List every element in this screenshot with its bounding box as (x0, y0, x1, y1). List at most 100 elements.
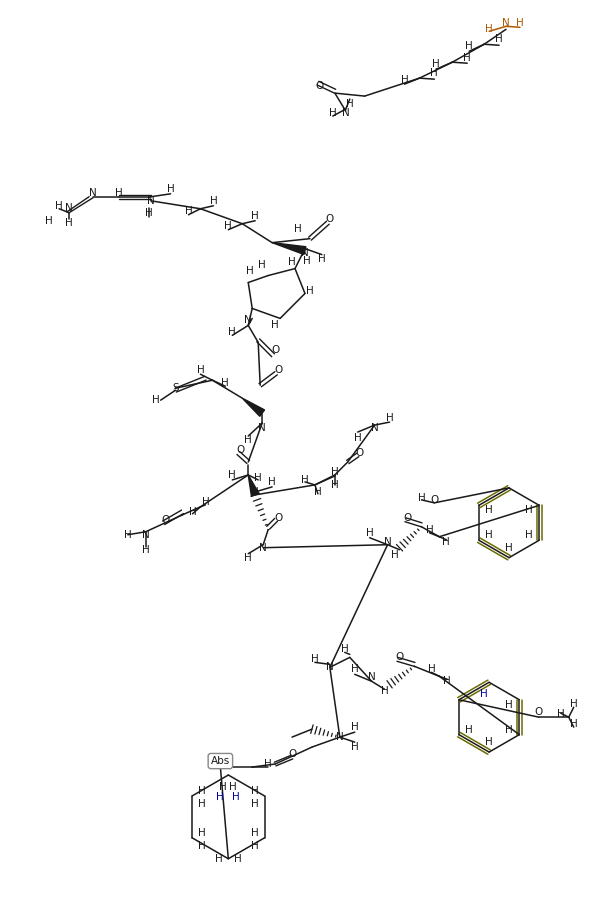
Text: H: H (311, 654, 319, 664)
Text: H: H (219, 782, 227, 792)
Polygon shape (272, 243, 306, 255)
Text: H: H (245, 552, 252, 562)
Text: H: H (465, 41, 473, 52)
Text: H: H (198, 799, 206, 809)
Text: H: H (390, 550, 398, 560)
Text: O: O (161, 515, 170, 525)
Text: H: H (485, 737, 493, 747)
Text: H: H (318, 254, 326, 264)
Text: N: N (342, 108, 350, 118)
Text: H: H (115, 188, 123, 198)
Text: H: H (245, 435, 252, 445)
Text: O: O (404, 512, 411, 522)
Text: H: H (167, 184, 175, 194)
Text: H: H (124, 530, 132, 540)
Text: H: H (485, 24, 493, 34)
Text: H: H (401, 75, 408, 85)
Text: O: O (274, 366, 282, 375)
Text: N: N (371, 423, 379, 433)
Text: H: H (331, 480, 338, 490)
Text: O: O (395, 652, 404, 662)
Text: H: H (570, 699, 578, 709)
Text: O: O (274, 512, 282, 522)
Text: H: H (526, 505, 533, 515)
Text: H: H (224, 220, 232, 230)
Text: H: H (233, 792, 240, 802)
Text: N: N (89, 188, 97, 198)
Text: H: H (516, 18, 524, 28)
Text: H: H (251, 210, 259, 220)
Text: H: H (55, 200, 63, 210)
Text: H: H (426, 525, 434, 535)
Text: H: H (216, 792, 224, 802)
Text: H: H (228, 470, 236, 480)
Text: H: H (45, 216, 53, 226)
Text: H: H (234, 853, 242, 863)
Text: H: H (230, 782, 237, 792)
Text: O: O (326, 214, 334, 224)
Text: H: H (465, 725, 473, 735)
Text: H: H (215, 853, 222, 863)
Text: N: N (336, 732, 344, 742)
Text: H: H (294, 224, 302, 234)
Text: O: O (271, 346, 279, 356)
Text: H: H (485, 531, 493, 541)
Text: H: H (346, 99, 353, 109)
Text: N: N (142, 530, 150, 540)
Text: N: N (258, 423, 266, 433)
Text: H: H (202, 497, 209, 507)
Text: H: H (269, 477, 276, 487)
Text: H: H (354, 433, 362, 443)
Text: H: H (351, 722, 359, 732)
Text: H: H (251, 841, 258, 851)
Text: H: H (557, 709, 565, 719)
Text: S: S (172, 383, 179, 394)
Text: H: H (65, 218, 73, 228)
Text: H: H (417, 493, 425, 502)
Text: H: H (264, 759, 272, 769)
Text: H: H (381, 687, 389, 697)
Text: H: H (329, 108, 337, 118)
Text: O: O (535, 707, 543, 717)
Text: Abs: Abs (210, 756, 230, 766)
Text: O: O (288, 749, 296, 759)
Text: N: N (368, 672, 376, 682)
Text: N: N (326, 662, 334, 672)
Text: H: H (444, 677, 451, 687)
Text: H: H (221, 378, 229, 388)
Text: H: H (351, 742, 359, 752)
Polygon shape (248, 475, 259, 496)
Text: H: H (480, 689, 488, 699)
Text: H: H (463, 54, 471, 63)
Text: H: H (198, 841, 206, 851)
Text: H: H (505, 699, 513, 710)
Text: H: H (485, 505, 493, 515)
Text: H: H (314, 487, 322, 497)
Text: N: N (65, 203, 73, 213)
Text: H: H (432, 59, 440, 69)
Text: H: H (271, 320, 279, 330)
Text: O: O (430, 495, 438, 505)
Text: H: H (366, 528, 374, 538)
Text: H: H (505, 725, 513, 735)
Text: O: O (316, 81, 324, 91)
Text: N: N (245, 316, 252, 326)
Text: H: H (526, 531, 533, 541)
Text: H: H (505, 542, 513, 552)
Text: H: H (188, 507, 196, 517)
Text: H: H (251, 786, 258, 796)
Text: N: N (251, 487, 259, 497)
Text: H: H (145, 208, 152, 218)
Text: H: H (386, 413, 393, 423)
Text: O: O (236, 445, 245, 455)
Text: H: H (306, 286, 314, 296)
Text: N: N (147, 196, 154, 206)
Text: H: H (303, 256, 311, 266)
Text: H: H (198, 786, 206, 796)
Text: N: N (260, 542, 267, 552)
Text: H: H (246, 266, 254, 276)
Text: H: H (228, 327, 236, 337)
Text: H: H (431, 68, 438, 78)
Text: N: N (502, 18, 510, 28)
Text: H: H (301, 475, 309, 485)
